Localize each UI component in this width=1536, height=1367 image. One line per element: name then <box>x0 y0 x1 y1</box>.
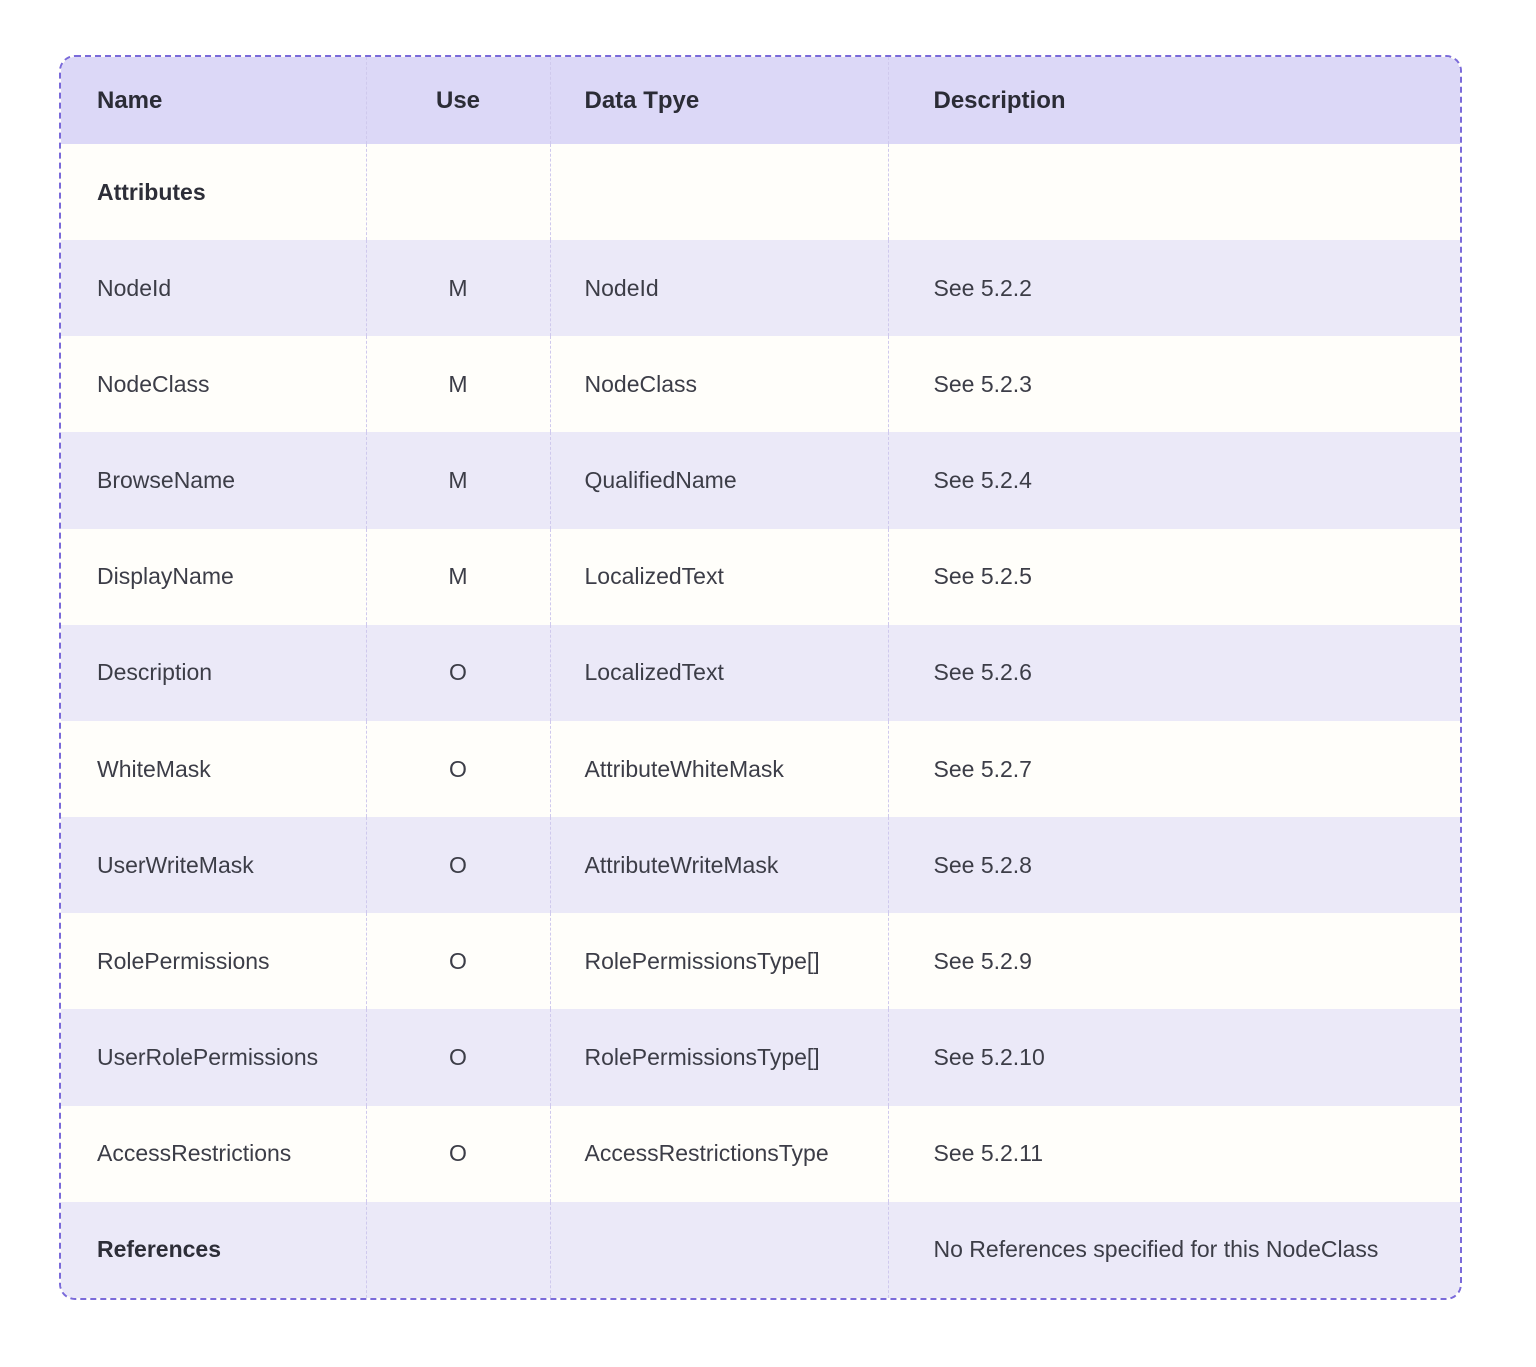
cell-description: See 5.2.4 <box>887 432 1460 529</box>
cell-data-type: RolePermissionsType[] <box>549 913 888 1010</box>
cell-data-type: AttributeWhiteMask <box>549 720 888 818</box>
cell-name: RolePermissions <box>97 947 270 974</box>
cell-use <box>365 1201 550 1298</box>
cell-description: See 5.2.8 <box>887 817 1460 914</box>
table-row-browsename: BrowseName M QualifiedName See 5.2.4 <box>61 432 1460 529</box>
cell-data-type: AttributeWriteMask <box>549 817 888 914</box>
cell-data-type <box>549 144 888 241</box>
table-row-rolepermissions: RolePermissions O RolePermissionsType[] … <box>61 913 1460 1010</box>
table-row-references-section: References No References specified for t… <box>61 1201 1460 1298</box>
cell-data-type: NodeClass <box>549 336 888 433</box>
table-header: Name Use Data Tpye Description <box>61 57 1460 144</box>
column-header-description: Description <box>887 57 1460 144</box>
cell-use <box>365 144 550 241</box>
cell-use: O <box>365 720 550 818</box>
cell-description: See 5.2.9 <box>887 913 1460 1010</box>
cell-use: M <box>365 240 550 337</box>
cell-name: AccessRestrictions <box>97 1140 292 1167</box>
cell-data-type: LocalizedText <box>549 528 888 625</box>
cell-description: See 5.2.7 <box>887 720 1460 818</box>
cell-use: O <box>365 1009 550 1106</box>
table-row-userwritemask: UserWriteMask O AttributeWriteMask See 5… <box>61 817 1460 914</box>
table-row-nodeid: NodeId M NodeId See 5.2.2 <box>61 240 1460 337</box>
header-row: Name Use Data Tpye Description <box>61 57 1460 144</box>
cell-description: See 5.2.10 <box>887 1009 1460 1106</box>
cell-name: NodeClass <box>97 370 210 397</box>
table-row-attributes-section: Attributes <box>61 144 1460 241</box>
cell-data-type: LocalizedText <box>549 624 888 721</box>
cell-name: UserWriteMask <box>97 851 254 878</box>
cell-description: See 5.2.11 <box>887 1105 1460 1202</box>
table-row-description: Description O LocalizedText See 5.2.6 <box>61 624 1460 721</box>
column-header-use: Use <box>365 57 550 144</box>
cell-name: WhiteMask <box>97 755 211 782</box>
cell-data-type: NodeId <box>549 240 888 337</box>
nodeclass-attributes-table: Name Use Data Tpye Description Attribute… <box>59 55 1462 1300</box>
cell-name: UserRolePermissions <box>97 1043 319 1070</box>
cell-data-type: QualifiedName <box>549 432 888 529</box>
cell-use: O <box>365 817 550 914</box>
table-row-whitemask: WhiteMask O AttributeWhiteMask See 5.2.7 <box>61 720 1460 818</box>
cell-description: See 5.2.6 <box>887 624 1460 721</box>
cell-description: See 5.2.2 <box>887 240 1460 337</box>
cell-use: O <box>365 1105 550 1202</box>
cell-use: O <box>365 913 550 1010</box>
column-header-name: Name <box>61 57 366 144</box>
cell-use: M <box>365 336 550 433</box>
cell-use: M <box>365 528 550 625</box>
cell-data-type: AccessRestrictionsType <box>549 1105 888 1202</box>
cell-description: See 5.2.3 <box>887 336 1460 433</box>
cell-description: See 5.2.5 <box>887 528 1460 625</box>
cell-data-type <box>549 1201 888 1298</box>
cell-name: References <box>97 1236 222 1263</box>
attributes-table: Name Use Data Tpye Description Attribute… <box>61 57 1460 1298</box>
cell-name: Attributes <box>97 178 206 205</box>
table-row-accessrestrictions: AccessRestrictions O AccessRestrictionsT… <box>61 1105 1460 1202</box>
table-row-userrolepermissions: UserRolePermissions O RolePermissionsTyp… <box>61 1009 1460 1106</box>
cell-use: M <box>365 432 550 529</box>
table-row-displayname: DisplayName M LocalizedText See 5.2.5 <box>61 528 1460 625</box>
cell-name: DisplayName <box>97 563 234 590</box>
cell-name: NodeId <box>97 274 172 301</box>
cell-description <box>887 144 1460 241</box>
column-header-data-type: Data Tpye <box>549 57 888 144</box>
table-body: Attributes NodeId M NodeId See 5.2.2 Nod… <box>61 144 1460 1298</box>
cell-use: O <box>365 624 550 721</box>
cell-name: Description <box>97 659 213 686</box>
cell-name: BrowseName <box>97 467 236 494</box>
table-row-nodeclass: NodeClass M NodeClass See 5.2.3 <box>61 336 1460 433</box>
cell-description: No References specified for this NodeCla… <box>887 1201 1460 1298</box>
cell-data-type: RolePermissionsType[] <box>549 1009 888 1106</box>
